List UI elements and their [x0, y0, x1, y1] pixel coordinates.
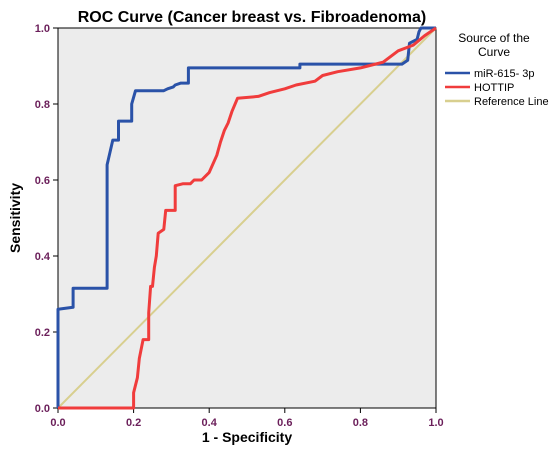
- x-axis-label: 1 - Specificity: [202, 429, 292, 445]
- y-tick-label: 0.8: [35, 99, 50, 111]
- x-tick-label: 0.6: [277, 417, 292, 429]
- legend-label: HOTTIP: [474, 82, 514, 94]
- x-tick-label: 0.8: [353, 417, 368, 429]
- legend-title-line2: Curve: [478, 45, 510, 59]
- legend: Source of the Curve miR-615- 3p HOTTIP Ref…: [445, 31, 549, 108]
- x-tick-label: 1.0: [428, 417, 443, 429]
- legend-label: Reference Line: [474, 96, 549, 108]
- y-tick-label: 0.6: [35, 175, 50, 187]
- chart-title: ROC Curve (Cancer breast vs. Fibroadenom…: [78, 9, 427, 26]
- x-tick-label: 0.0: [50, 417, 65, 429]
- y-tick-label: 1.0: [35, 23, 50, 35]
- legend-label: miR-615- 3p: [474, 68, 535, 80]
- x-tick-label: 0.2: [126, 417, 141, 429]
- series-layer: [56, 26, 437, 410]
- legend-title-line1: Source of the: [458, 31, 530, 45]
- y-tick-label: 0.4: [35, 251, 51, 263]
- y-tick-label: 0.0: [35, 403, 50, 415]
- series-line-mir-615-3p: [56, 26, 436, 408]
- y-axis-label: Sensitivity: [7, 183, 23, 253]
- y-tick-label: 0.2: [35, 327, 50, 339]
- series-line-reference-line: [57, 27, 437, 409]
- x-tick-label: 0.4: [202, 417, 218, 429]
- y-axis-ticks: 0.0 0.2 0.4 0.6 0.8 1.0: [35, 23, 58, 415]
- series-line-hottip: [58, 26, 437, 410]
- x-axis-ticks: 0.0 0.2 0.4 0.6 0.8 1.0: [50, 408, 444, 429]
